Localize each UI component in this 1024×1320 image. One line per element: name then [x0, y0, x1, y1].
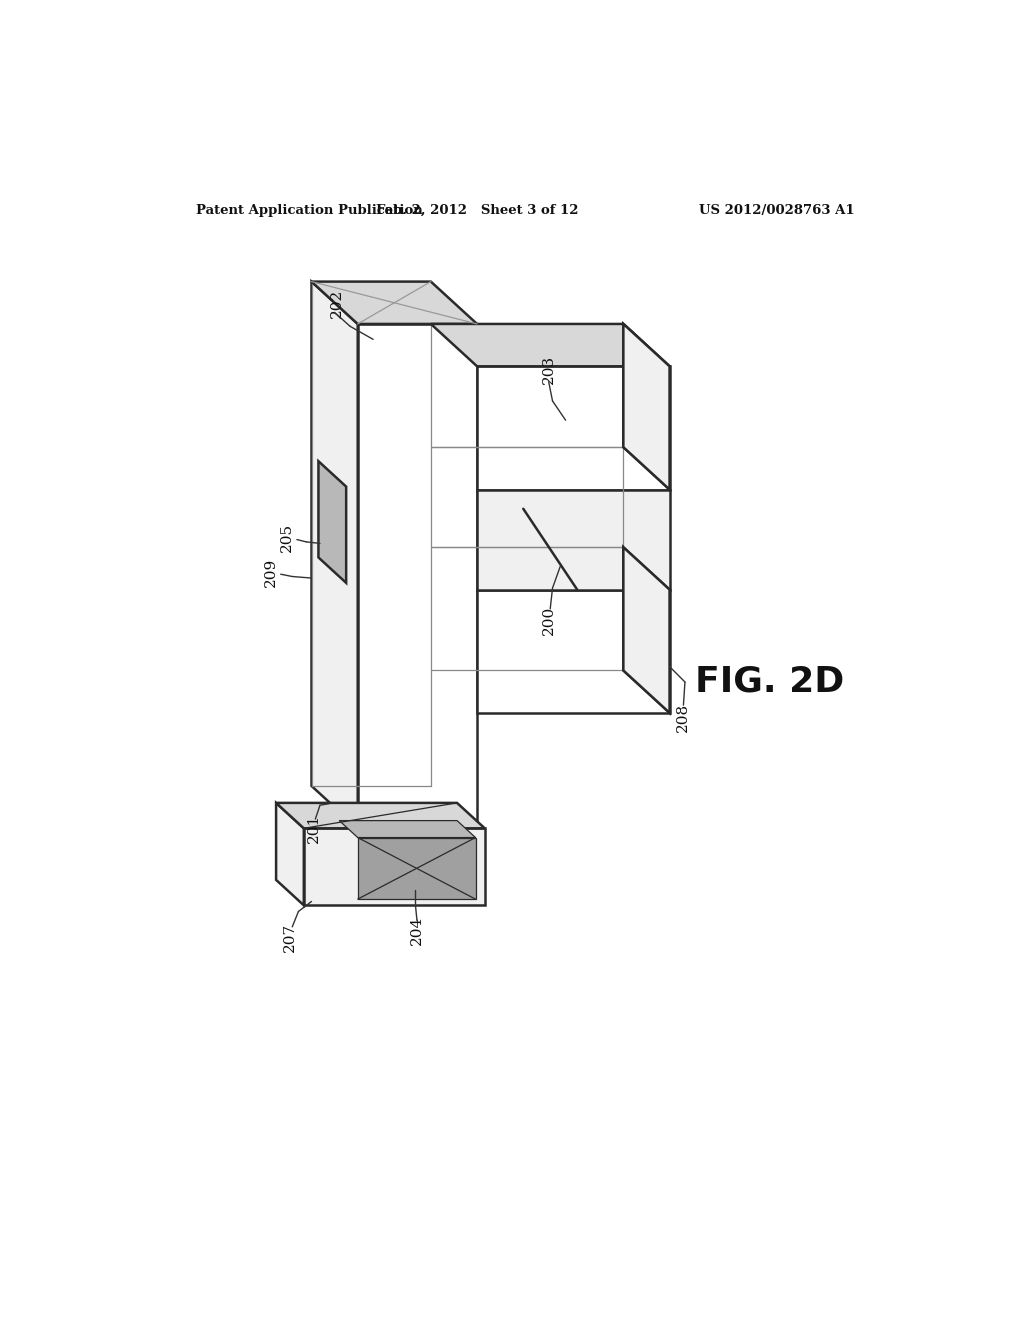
Polygon shape	[304, 829, 484, 906]
Polygon shape	[311, 281, 477, 323]
Polygon shape	[431, 323, 670, 367]
Text: Feb. 2, 2012   Sheet 3 of 12: Feb. 2, 2012 Sheet 3 of 12	[376, 205, 579, 218]
Polygon shape	[624, 548, 670, 713]
Polygon shape	[357, 323, 477, 829]
Polygon shape	[624, 323, 670, 490]
Text: 209: 209	[264, 558, 278, 587]
Polygon shape	[477, 490, 670, 590]
Polygon shape	[477, 590, 670, 713]
Polygon shape	[276, 803, 484, 829]
Text: 202: 202	[330, 289, 344, 318]
Polygon shape	[339, 821, 475, 837]
Polygon shape	[311, 281, 357, 829]
Text: US 2012/0028763 A1: US 2012/0028763 A1	[698, 205, 854, 218]
Text: Patent Application Publication: Patent Application Publication	[196, 205, 423, 218]
Text: FIG. 2D: FIG. 2D	[695, 665, 844, 700]
Text: 205: 205	[280, 523, 294, 552]
Polygon shape	[318, 461, 346, 583]
Polygon shape	[624, 548, 670, 713]
Text: 201: 201	[307, 813, 321, 843]
Text: 208: 208	[677, 702, 690, 733]
Text: 207: 207	[283, 923, 297, 952]
Text: 204: 204	[410, 916, 424, 945]
Polygon shape	[357, 837, 475, 899]
Polygon shape	[624, 323, 670, 490]
Text: 203: 203	[542, 355, 556, 384]
Text: 200: 200	[542, 606, 556, 635]
Polygon shape	[276, 803, 304, 906]
Polygon shape	[477, 367, 670, 490]
